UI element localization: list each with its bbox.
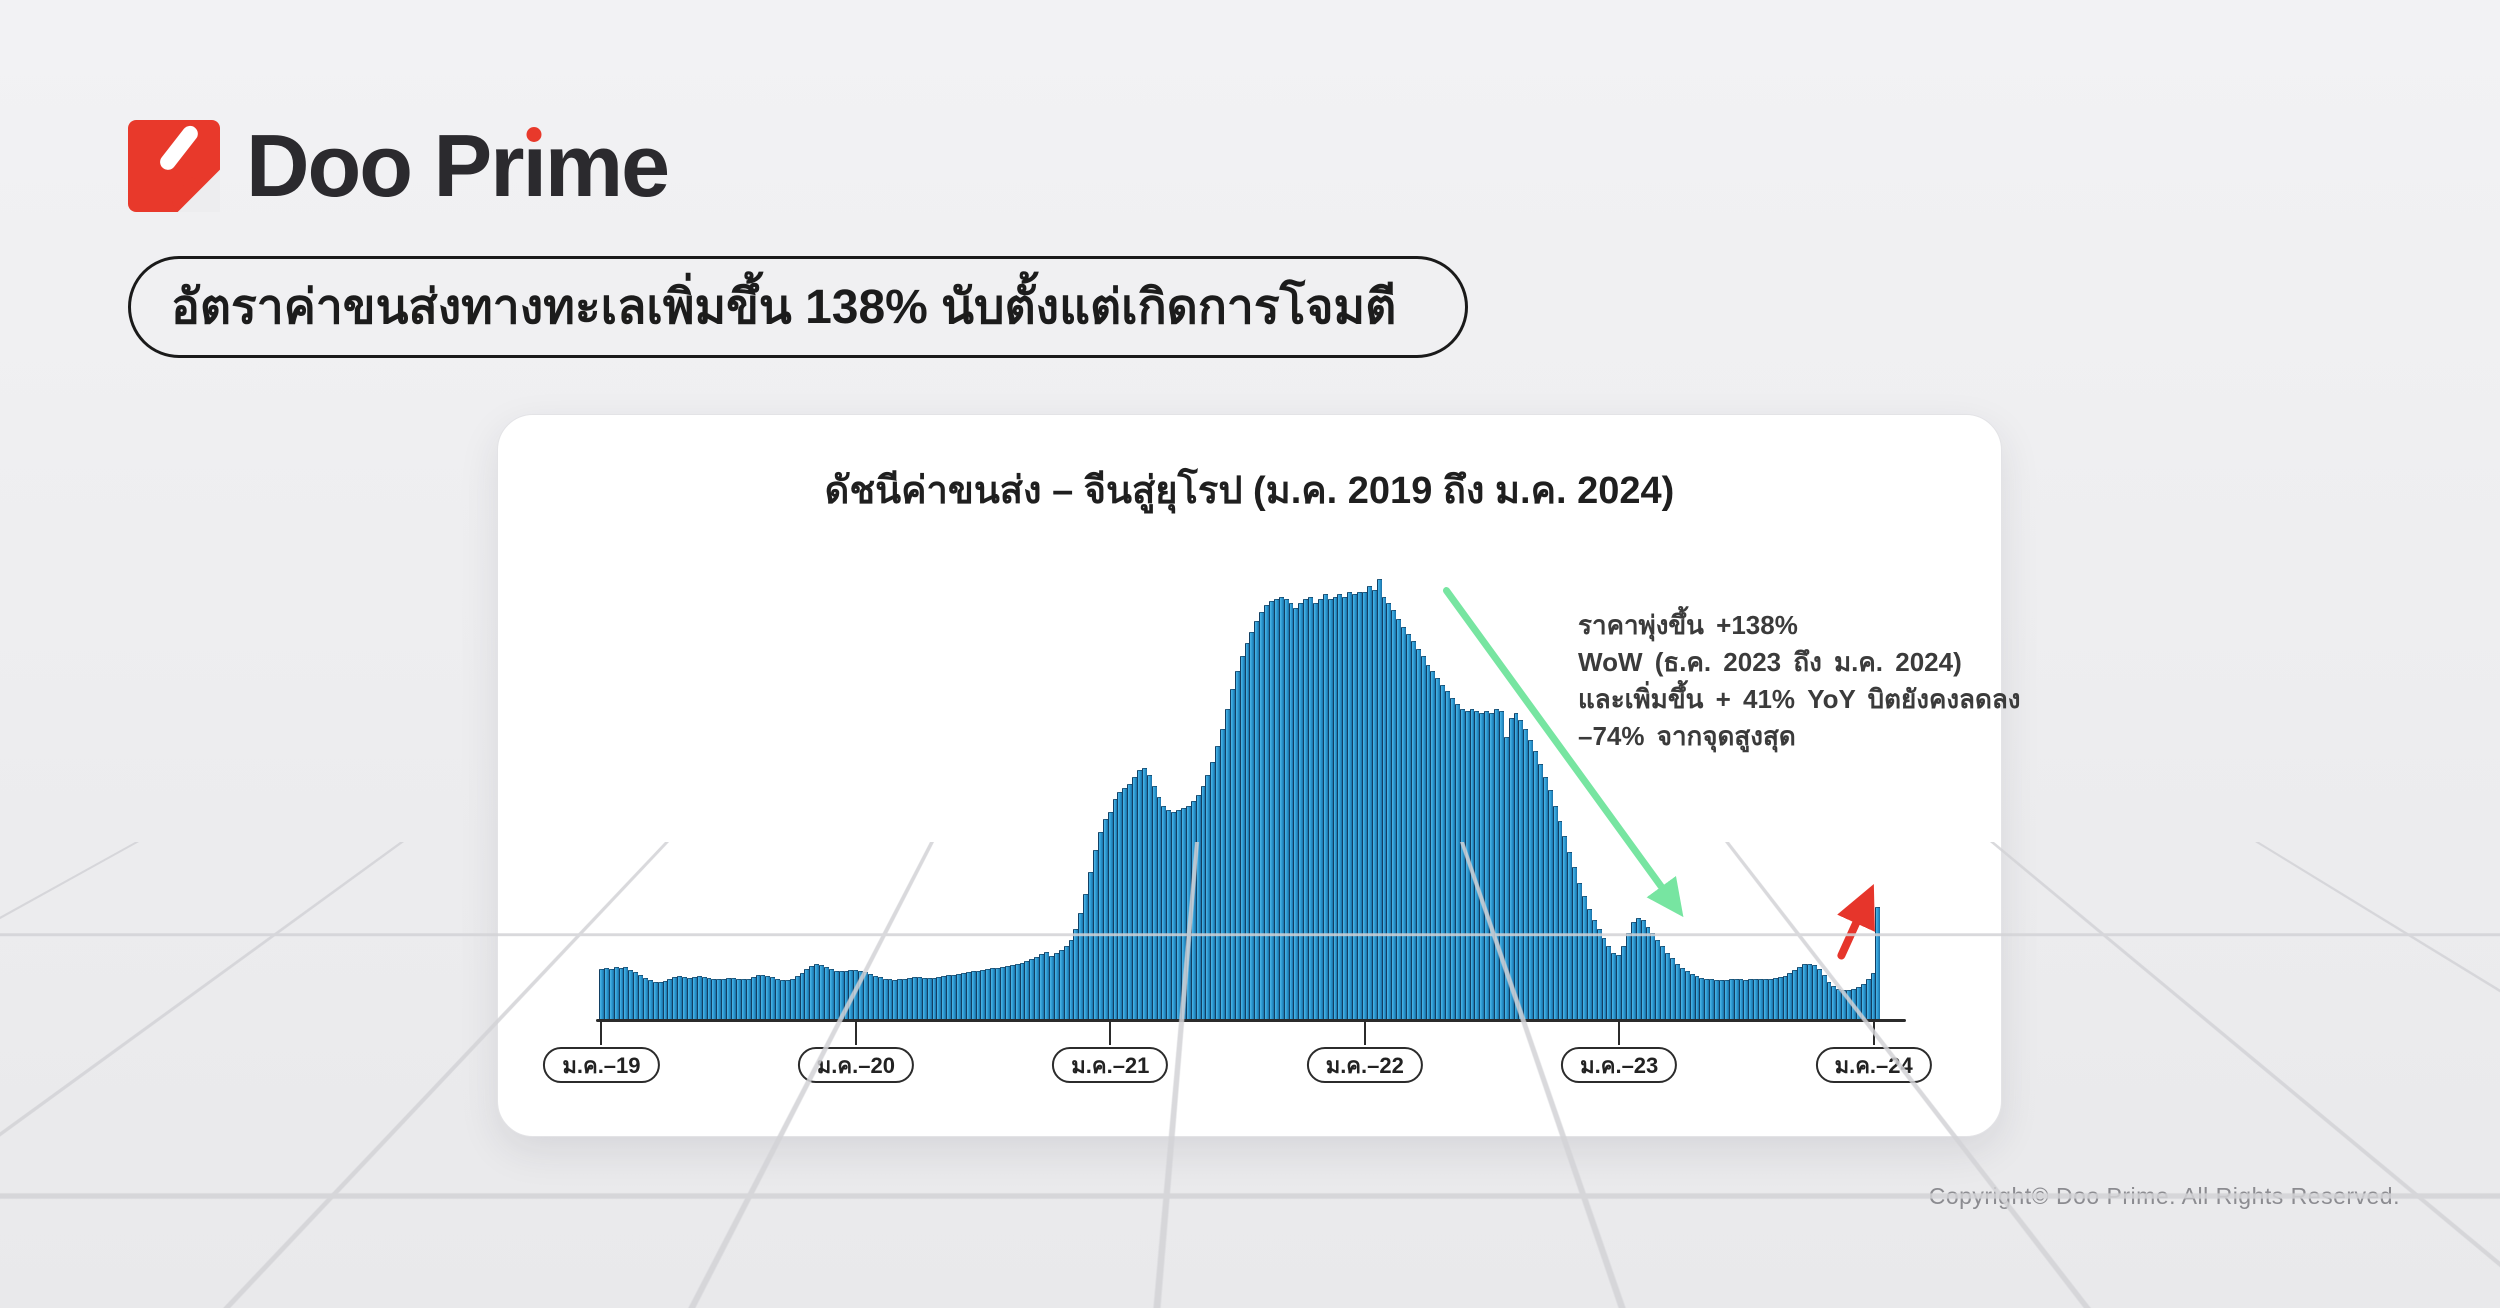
x-axis-tick	[1109, 1022, 1111, 1045]
chart-card: ดัชนีค่าขนส่ง – จีนสู่ยุโรป (ม.ค. 2019 ถ…	[497, 414, 2002, 1137]
brand-name-left: Doo Pr	[246, 116, 522, 215]
brand-name: Doo Prıme	[246, 120, 668, 212]
headline-banner: อัตราค่าขนส่งทางทะเลเพิ่มขึ้น 138% นับตั…	[128, 256, 1468, 358]
annotation-line-3: และเพิ่มขึ้น + 41% YoY บิตยังคงลดลง	[1578, 681, 2008, 718]
x-axis-label-pill: ม.ค.–22	[1307, 1047, 1423, 1083]
x-axis-label-pill: ม.ค.–23	[1561, 1047, 1677, 1083]
x-axis-label-pill: ม.ค.–20	[798, 1047, 914, 1083]
x-axis-labels: ม.ค.–19 ม.ค.–20 ม.ค.–21 ม.ค.–22 ม.ค.–23 ม.ค.–…	[599, 1022, 1881, 1092]
x-axis-tick	[1873, 1022, 1875, 1045]
chart-annotation: ราคาพุ่งขึ้น +138% WoW (ธ.ค. 2023 ถึง ม.…	[1578, 607, 2008, 755]
annotation-line-2: WoW (ธ.ค. 2023 ถึง ม.ค. 2024)	[1578, 644, 2008, 681]
annotation-line-1: ราคาพุ่งขึ้น +138%	[1578, 607, 2008, 644]
x-axis-tick	[600, 1022, 602, 1045]
x-axis-tick	[1364, 1022, 1366, 1045]
x-axis-tick	[855, 1022, 857, 1045]
brand-name-right: me	[545, 116, 668, 215]
bar	[1875, 907, 1880, 1019]
x-axis-label-pill: ม.ค.–19	[543, 1047, 659, 1083]
brand-header: Doo Prıme	[128, 118, 668, 214]
copyright: Copyright© Doo Prime. All Rights Reserve…	[1929, 1183, 2400, 1210]
x-axis-tick	[1618, 1022, 1620, 1045]
chart-title: ดัชนีค่าขนส่ง – จีนสู่ยุโรป (ม.ค. 2019 ถ…	[498, 459, 2001, 520]
x-axis-label-pill: ม.ค.–21	[1052, 1047, 1168, 1083]
annotation-line-4: –74% จากจุดสูงสุด	[1578, 718, 2008, 755]
page: Doo Prıme อัตราค่าขนส่งทางทะเลเพิ่มขึ้น …	[0, 0, 2500, 1308]
doo-prime-logo-icon	[128, 120, 220, 212]
logo-letter-i: ı	[522, 120, 544, 212]
x-axis-label-pill: ม.ค.–24	[1816, 1047, 1932, 1083]
headline-text: อัตราค่าขนส่งทางทะเลเพิ่มขึ้น 138% นับตั…	[171, 269, 1396, 345]
